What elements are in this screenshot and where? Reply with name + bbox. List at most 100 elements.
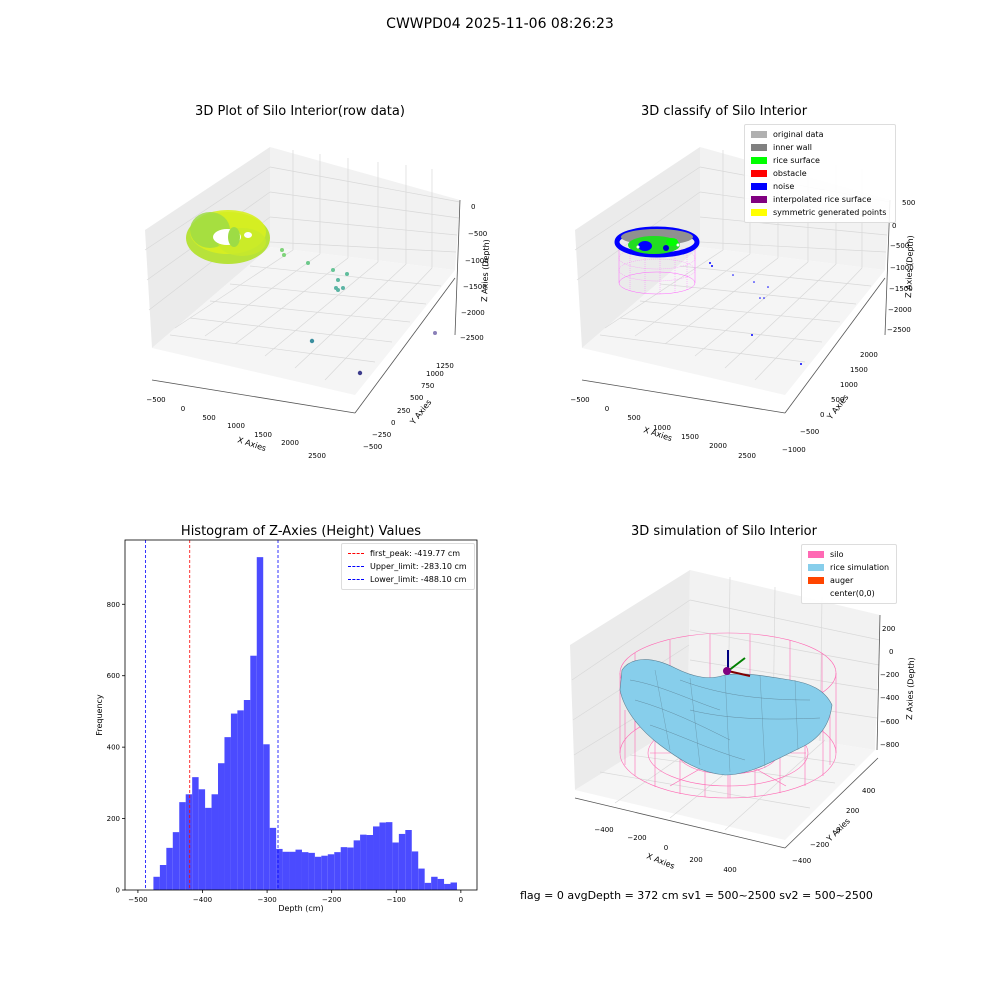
legend-swatch xyxy=(751,209,767,216)
x-tick-label: −400 xyxy=(193,896,212,904)
tick-label: 500 xyxy=(627,414,640,422)
histogram-bar xyxy=(237,710,244,890)
legend-swatch xyxy=(808,564,824,571)
tick-label: −250 xyxy=(372,431,391,439)
tick-label: 2000 xyxy=(281,439,299,447)
tick-label: −200 xyxy=(627,834,646,842)
tick-label: −1500 xyxy=(463,283,487,291)
tick-label: 1000 xyxy=(426,370,444,378)
panel2-title: 3D classify of Silo Interior xyxy=(640,104,808,119)
legend-label: auger xyxy=(830,576,854,585)
tick-label: 1500 xyxy=(681,433,699,441)
tick-label: 0 xyxy=(471,203,475,211)
panel1-tick-labels: −500 0 500 1000 1500 2000 2500 −500 −250… xyxy=(146,203,488,460)
legend-label: first_peak: -419.77 cm xyxy=(370,549,461,558)
histogram-bar xyxy=(340,847,348,890)
histogram-bar xyxy=(398,833,406,890)
histogram-bars xyxy=(153,557,457,890)
histogram-bar xyxy=(392,842,399,890)
x-tick-label: −200 xyxy=(322,896,341,904)
tick-label: −400 xyxy=(792,857,811,865)
tick-label: −400 xyxy=(594,826,613,834)
histogram-bar xyxy=(198,789,206,890)
histogram-x-ticks: −500 −400 −300 −200 −100 0 xyxy=(128,890,463,904)
tick-label: −500 xyxy=(363,443,382,451)
panel4-ylabel: Y Axies xyxy=(824,817,852,845)
legend-swatch xyxy=(751,131,767,138)
panel2-legend: original data inner wall rice surface ob… xyxy=(744,124,896,223)
tick-label: 1500 xyxy=(254,431,272,439)
tick-label: −1000 xyxy=(465,257,489,265)
x-tick-label: −100 xyxy=(387,896,406,904)
legend-label: Upper_limit: -283.10 cm xyxy=(370,562,467,571)
histogram-y-ticks: 0 200 400 600 800 xyxy=(107,601,125,895)
tick-label: 0 xyxy=(605,405,609,413)
histogram-bar xyxy=(282,851,290,890)
tick-label: −500 xyxy=(570,396,589,404)
legend-entry: auger xyxy=(808,574,890,587)
panel2-silo-cylinder xyxy=(618,240,696,295)
panel2-plot: −500 0 500 1000 1500 2000 2500 −1000 −50… xyxy=(570,147,915,460)
tick-label: 1000 xyxy=(840,381,858,389)
histogram-bar xyxy=(205,807,212,890)
tick-label: 500 xyxy=(831,396,844,404)
histogram-bar xyxy=(243,700,251,890)
legend-entry: Lower_limit: -488.10 cm xyxy=(348,573,468,586)
panel4-plot: −400 −200 0 200 400 −400 −200 0 200 400 … xyxy=(570,570,916,874)
y-tick-label: 800 xyxy=(107,601,120,609)
legend-label: silo xyxy=(830,550,844,559)
histogram-ylabel: Frequency xyxy=(95,694,104,736)
x-tick-label: −500 xyxy=(128,896,147,904)
center-marker xyxy=(723,650,751,677)
histogram-bar xyxy=(153,876,160,890)
panel1-title: 3D Plot of Silo Interior(row data) xyxy=(195,104,405,119)
tick-label: 0 xyxy=(836,826,840,834)
tick-label: −400 xyxy=(880,694,899,702)
histogram-bar xyxy=(418,868,425,890)
tick-label: −200 xyxy=(810,841,829,849)
tick-label: 0 xyxy=(664,844,668,852)
histogram-bar xyxy=(308,852,315,890)
histogram-bar xyxy=(405,830,412,890)
legend-entry: silo xyxy=(808,548,890,561)
histogram-bar xyxy=(295,849,302,890)
legend-entry: noise xyxy=(751,180,889,193)
panel4-xlabel: X Axies xyxy=(645,852,676,871)
histogram-bar xyxy=(263,744,270,890)
legend-entry: original data xyxy=(751,128,889,141)
legend-label: interpolated rice surface xyxy=(773,195,872,204)
panel2-noise-points xyxy=(709,262,802,365)
panel1-rice-cloud xyxy=(186,210,270,264)
tick-label: 0 xyxy=(892,222,896,230)
legend-swatch xyxy=(808,551,824,558)
tick-label: −500 xyxy=(800,428,819,436)
legend-line xyxy=(348,579,364,580)
legend-entry: symmetric generated points xyxy=(751,206,889,219)
legend-swatch xyxy=(751,157,767,164)
tick-label: 200 xyxy=(689,856,702,864)
histogram-bar xyxy=(366,835,374,890)
tick-label: −1500 xyxy=(889,285,913,293)
tick-label: 2000 xyxy=(860,351,878,359)
tick-label: 2000 xyxy=(709,442,727,450)
histogram-bar xyxy=(211,794,219,890)
histogram-bar xyxy=(166,847,173,890)
panel3-title: Histogram of Z-Axies (Height) Values xyxy=(180,524,422,539)
histogram-bar xyxy=(314,856,322,890)
tick-label: 1500 xyxy=(850,366,868,374)
legend-entry: Upper_limit: -283.10 cm xyxy=(348,560,468,573)
legend-label: noise xyxy=(773,182,795,191)
y-tick-label: 200 xyxy=(107,815,120,823)
tick-label: −2500 xyxy=(460,334,484,342)
tick-label: −1000 xyxy=(782,446,806,454)
panel2-zlabel: Z Axies (Depth) xyxy=(904,235,915,298)
tick-label: 0 xyxy=(889,648,893,656)
tick-label: 200 xyxy=(846,807,859,815)
legend-swatch xyxy=(751,183,767,190)
panel1-grid xyxy=(144,150,461,381)
legend-line xyxy=(348,566,364,567)
y-tick-label: 400 xyxy=(107,744,120,752)
tick-label: −500 xyxy=(146,396,165,404)
tick-label: −600 xyxy=(880,718,899,726)
legend-entry: rice surface xyxy=(751,154,889,167)
